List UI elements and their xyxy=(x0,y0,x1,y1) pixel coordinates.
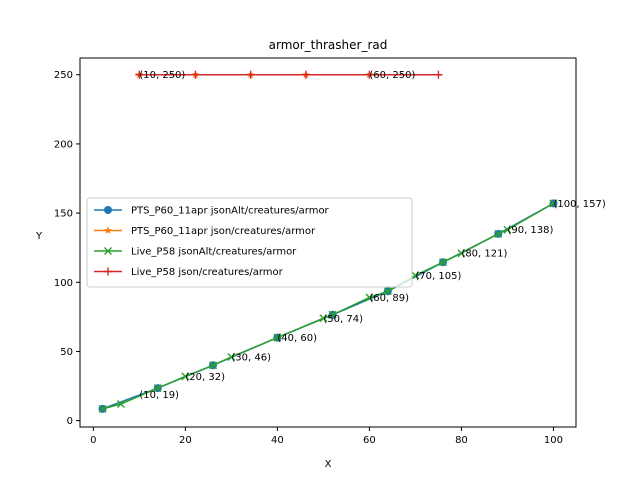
legend-label: PTS_P60_11apr jsonAlt/creatures/armor xyxy=(131,206,330,217)
series-3 xyxy=(98,199,558,413)
data-label: (60, 250) xyxy=(369,70,415,81)
data-label: (10, 250) xyxy=(139,70,185,81)
annotation-layer: (10, 250) (60, 250) (10, 19) (20, 32) (30, 4… xyxy=(139,70,606,401)
data-label: (90, 138) xyxy=(507,225,553,236)
y-tick-label: 150 xyxy=(54,209,73,220)
data-point xyxy=(153,384,162,393)
data-point xyxy=(135,70,144,79)
data-point xyxy=(273,333,282,342)
data-point xyxy=(191,70,200,79)
legend-marker xyxy=(104,247,112,255)
data-point xyxy=(98,404,107,413)
data-point xyxy=(208,361,217,370)
x-axis-label: X xyxy=(325,459,332,470)
data-point xyxy=(503,225,512,234)
data-label: (10, 19) xyxy=(139,390,179,401)
legend-item: Live_P58 jsonAlt/creatures/armor xyxy=(94,247,297,258)
data-label: (100, 157) xyxy=(553,199,605,210)
legend-marker xyxy=(104,206,112,214)
data-label: (40, 60) xyxy=(277,333,317,344)
data-point xyxy=(365,70,374,79)
legend-item: Live_P58 json/creatures/armor xyxy=(94,267,284,278)
y-tick-label: 200 xyxy=(54,139,73,150)
x-axis-ticks: 0 20 40 60 80 100 xyxy=(90,427,563,446)
legend-box xyxy=(86,197,413,288)
y-tick-label: 100 xyxy=(54,278,73,289)
y-tick-label: 0 xyxy=(67,416,73,427)
data-point xyxy=(439,258,448,267)
data-point xyxy=(549,199,558,208)
data-point xyxy=(227,352,236,361)
series-layer xyxy=(98,70,558,413)
data-label: (70, 105) xyxy=(415,271,461,282)
x-tick-label: 40 xyxy=(271,435,284,446)
data-point xyxy=(411,271,420,280)
data-label: (50, 74) xyxy=(323,314,363,325)
axes-frame xyxy=(79,57,577,428)
data-point xyxy=(246,70,255,79)
data-point xyxy=(116,400,125,409)
series-4 xyxy=(135,70,443,79)
data-point xyxy=(434,70,443,79)
legend-marker xyxy=(104,226,112,234)
data-point xyxy=(457,249,466,258)
data-point xyxy=(319,314,328,323)
legend: PTS_P60_11apr jsonAlt/creatures/armor PTS… xyxy=(86,197,413,288)
chart-title: armor_thrasher_rad xyxy=(269,38,388,52)
data-point xyxy=(365,293,374,302)
legend-label: Live_P58 json/creatures/armor xyxy=(131,267,284,278)
x-tick-label: 60 xyxy=(363,435,376,446)
data-point xyxy=(301,70,310,79)
x-tick-label: 20 xyxy=(179,435,192,446)
data-label: (60, 89) xyxy=(369,293,409,304)
data-point xyxy=(383,287,392,296)
data-label: (80, 121) xyxy=(461,249,507,260)
legend-item: PTS_P60_11apr jsonAlt/creatures/armor xyxy=(94,206,330,217)
data-label: (30, 46) xyxy=(231,352,271,363)
x-tick-label: 100 xyxy=(544,435,563,446)
data-point xyxy=(494,229,503,238)
y-axis-ticks: 0 50 100 150 200 250 xyxy=(54,70,80,427)
legend-marker xyxy=(104,267,112,276)
data-point xyxy=(181,372,190,381)
y-tick-label: 50 xyxy=(60,347,73,358)
y-tick-label: 250 xyxy=(54,70,73,81)
legend-item: PTS_P60_11apr json/creatures/armor xyxy=(94,226,316,237)
x-tick-label: 0 xyxy=(90,435,96,446)
y-axis-label: Y xyxy=(35,231,43,242)
data-point xyxy=(328,310,337,319)
legend-label: PTS_P60_11apr json/creatures/armor xyxy=(131,226,316,237)
x-tick-label: 80 xyxy=(455,435,468,446)
legend-label: Live_P58 jsonAlt/creatures/armor xyxy=(131,247,297,258)
data-label: (20, 32) xyxy=(185,372,225,383)
